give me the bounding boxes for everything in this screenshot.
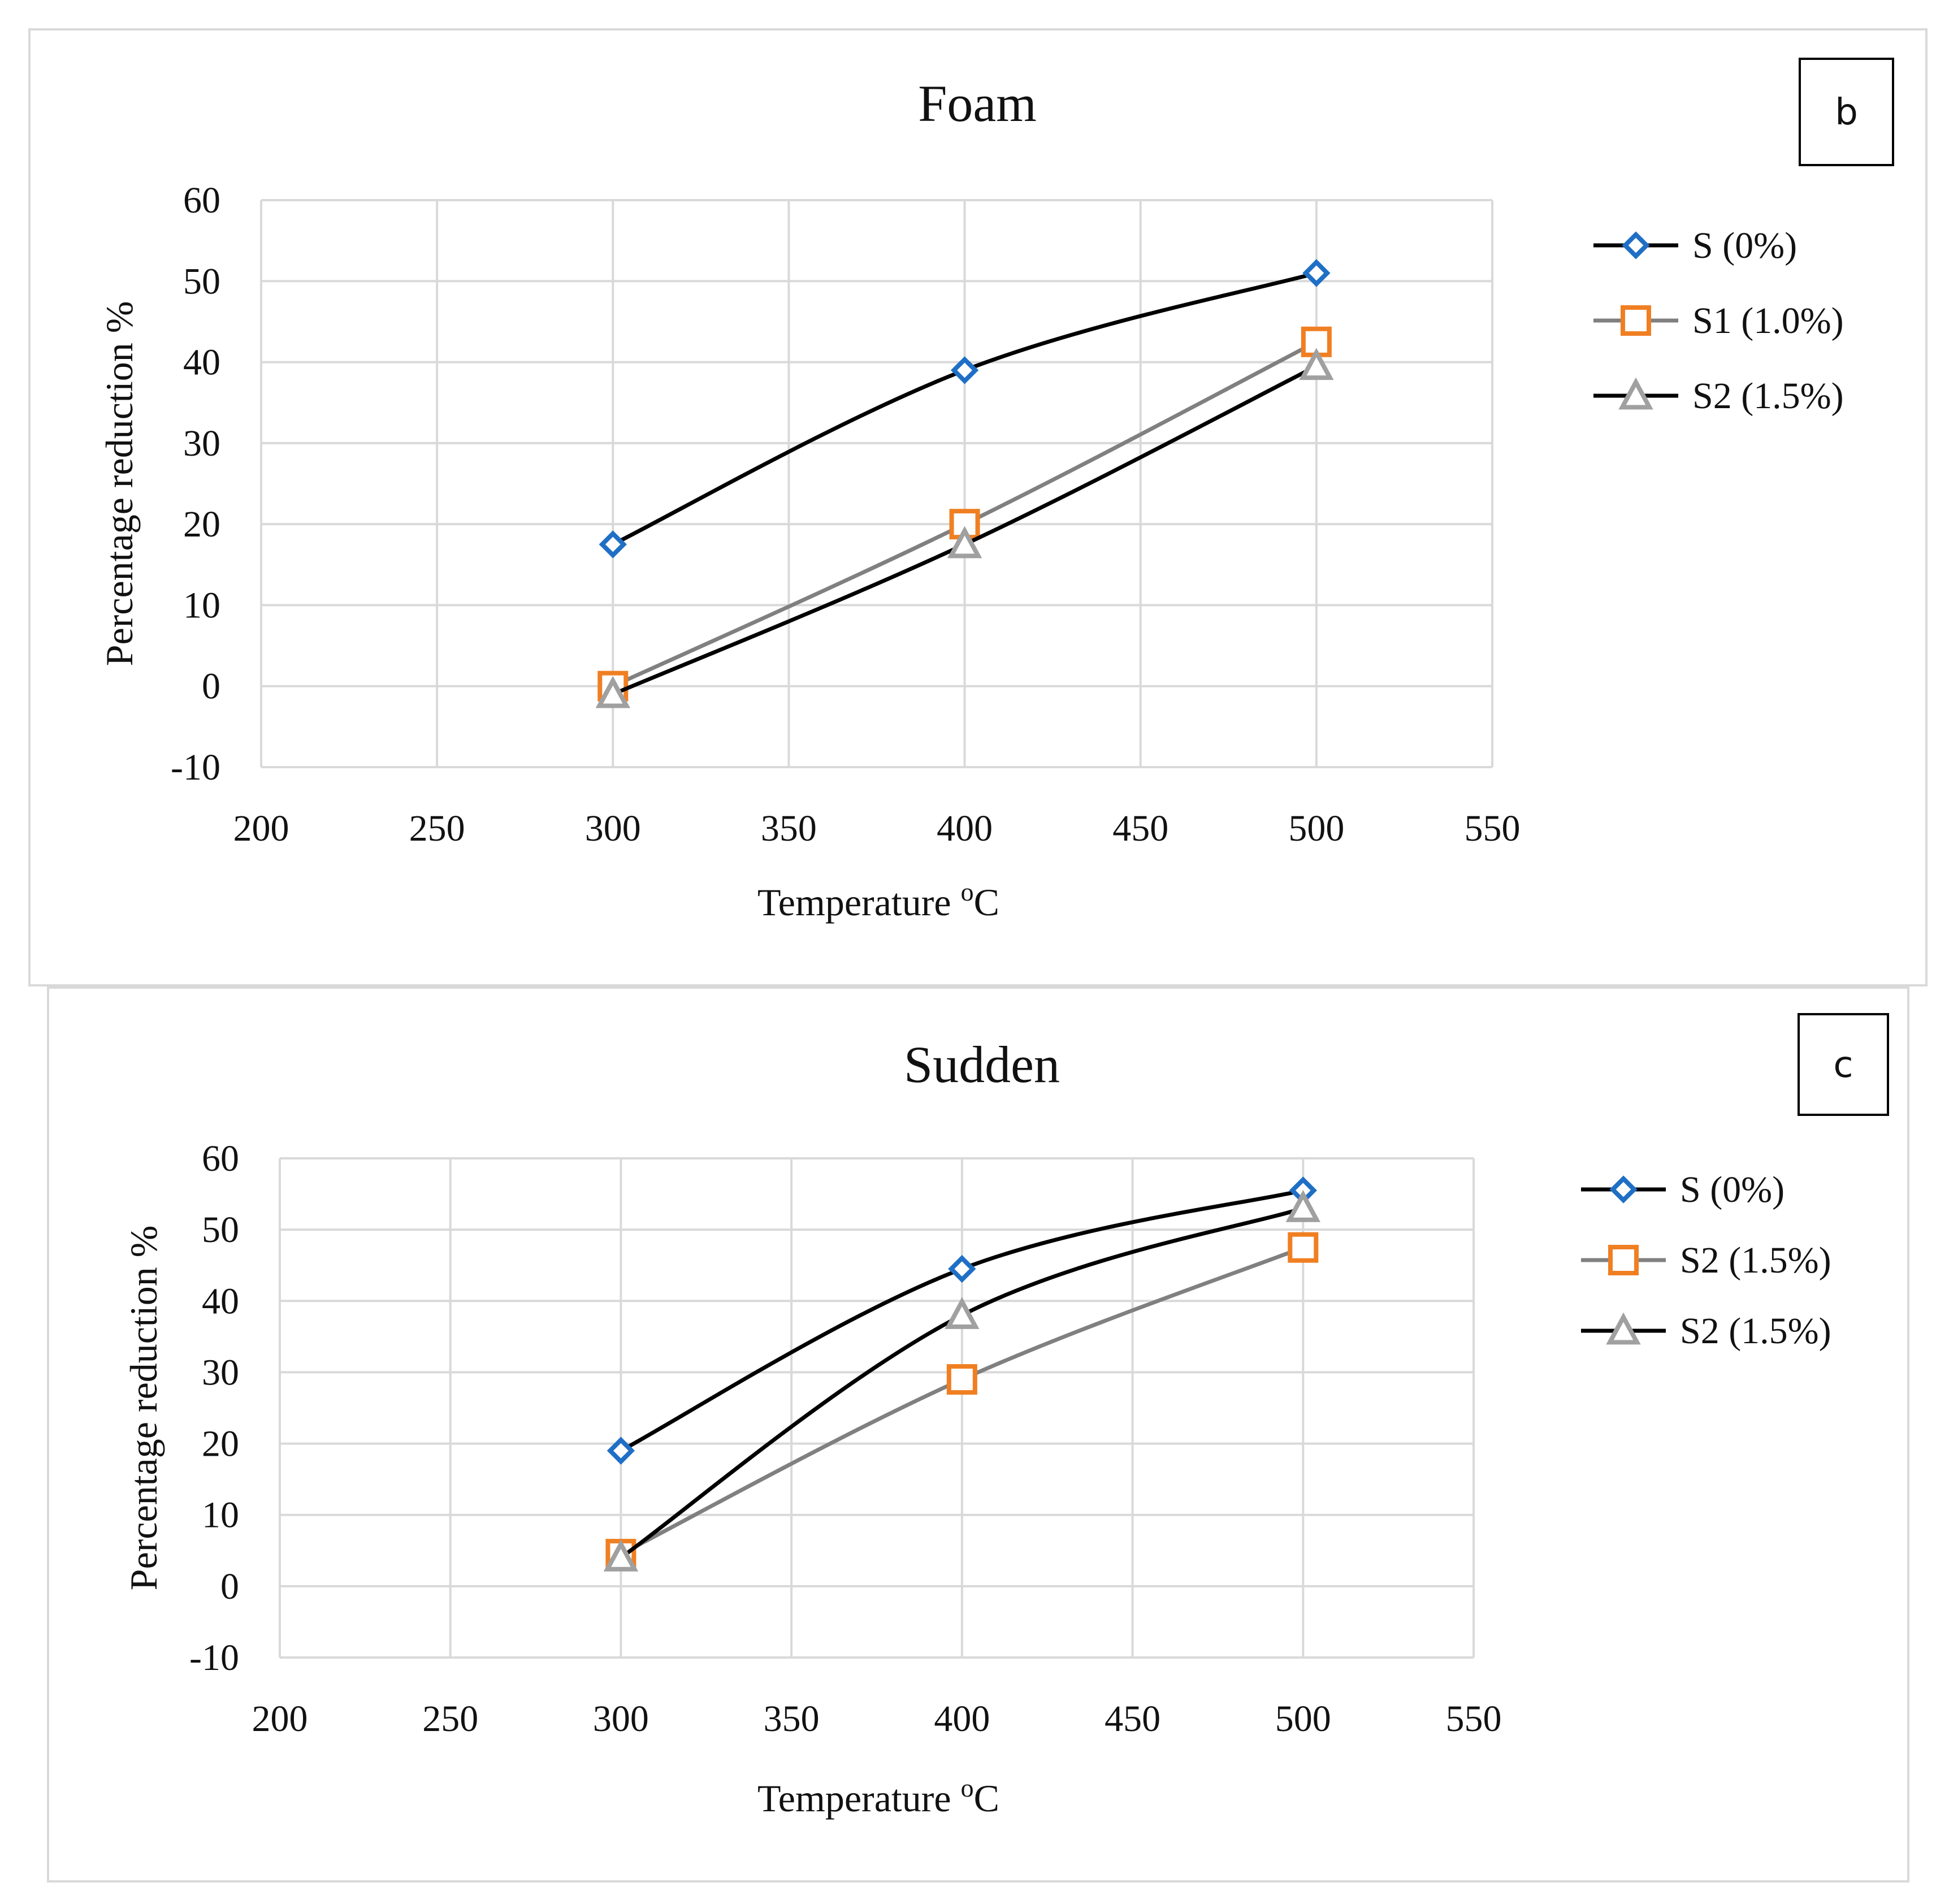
panel-tag-box <box>1798 1013 1889 1116</box>
y-tick-label: 30 <box>183 423 220 464</box>
y-tick-label: 50 <box>183 261 220 302</box>
legend-label: S1 (1.0%) <box>1692 300 1844 341</box>
y-axis-label: Percentage reduction % <box>122 1226 165 1591</box>
legend-marker <box>1618 377 1653 410</box>
data-point <box>950 356 979 384</box>
grid-lines <box>260 199 1493 768</box>
x-axis-label-unit: C <box>974 1777 999 1820</box>
x-axis-label-unit: C <box>974 881 999 924</box>
y-tick-label: -10 <box>189 1637 239 1678</box>
legend-marker <box>1606 1312 1641 1345</box>
legend-label: S2 (1.5%) <box>1680 1240 1831 1281</box>
data-point <box>595 676 630 708</box>
foam-chart: Foam b 200 250 300 350 400 450 500 550 -10 0 10 20 30 4… <box>98 58 1894 924</box>
data-point <box>1299 348 1334 380</box>
legend-marker <box>1621 305 1651 336</box>
y-tick-label: 10 <box>183 585 220 626</box>
x-tick-label: 450 <box>1105 1698 1160 1739</box>
chart-title: Foam <box>918 75 1037 132</box>
data-point <box>607 1436 635 1465</box>
data-point <box>1285 1189 1320 1222</box>
legend-marker <box>1608 1245 1639 1275</box>
y-tick-label: 60 <box>183 180 220 221</box>
panel-tag-label: c <box>1833 1044 1853 1086</box>
data-point <box>1288 1232 1319 1263</box>
legend-marker <box>1609 1175 1638 1204</box>
x-tick-label: 350 <box>761 808 817 849</box>
x-tick-label: 350 <box>764 1698 820 1739</box>
x-tick-label: 400 <box>937 808 993 849</box>
x-tick-label: 200 <box>252 1698 308 1739</box>
legend-marker <box>1622 231 1650 259</box>
y-tick-label: 60 <box>202 1138 239 1179</box>
series-1 <box>599 259 1331 559</box>
y-tick-label: 30 <box>202 1352 239 1393</box>
legend-label: S2 (1.5%) <box>1692 375 1844 417</box>
grid-lines <box>279 1157 1475 1659</box>
y-tick-label: 50 <box>202 1209 239 1250</box>
legend-label: S2 (1.5%) <box>1680 1310 1831 1352</box>
series-3 <box>603 1189 1320 1572</box>
x-axis-label: Temperature oC <box>757 1773 999 1820</box>
y-tick-label: 20 <box>202 1423 239 1465</box>
x-tick-label: 550 <box>1465 808 1521 849</box>
series-3 <box>595 348 1334 708</box>
y-tick-label: 0 <box>220 1566 239 1607</box>
x-tick-label: 450 <box>1112 808 1168 849</box>
x-tick-label: 500 <box>1275 1698 1331 1739</box>
x-tick-label: 500 <box>1288 808 1344 849</box>
x-tick-label: 300 <box>585 808 641 849</box>
x-axis-label-text: Temperature <box>757 881 961 924</box>
y-tick-label: 40 <box>183 342 220 383</box>
data-point <box>947 526 982 559</box>
chart-title: Sudden <box>904 1036 1060 1093</box>
x-tick-label: 250 <box>422 1698 478 1739</box>
legend-label: S (0%) <box>1680 1169 1785 1210</box>
y-tick-label: -10 <box>171 747 220 788</box>
data-point <box>945 1297 980 1329</box>
x-tick-label: 400 <box>934 1698 990 1739</box>
panel-tag-label: b <box>1835 92 1858 133</box>
data-point <box>1302 259 1331 287</box>
x-axis-label-superscript: o <box>961 1773 974 1802</box>
data-point <box>603 1539 639 1572</box>
chart-panel-foam: Foam b 200 250 300 350 400 450 500 550 -10 0 10 20 30 4… <box>28 28 1928 986</box>
chart-panel-sudden: Sudden c 200 250 300 350 400 450 500 550 -10 0 10 20 3… <box>47 986 1909 1883</box>
x-axis-label: Temperature oC <box>757 877 999 924</box>
x-tick-label: 550 <box>1446 1698 1502 1739</box>
y-axis-label: Percentage reduction % <box>98 301 141 667</box>
y-tick-label: 20 <box>183 504 220 545</box>
x-tick-label: 300 <box>593 1698 649 1739</box>
panel-tag-box <box>1799 58 1894 166</box>
y-tick-label: 0 <box>202 666 220 707</box>
y-tick-label: 10 <box>202 1495 239 1536</box>
y-tick-label: 40 <box>202 1280 239 1322</box>
data-point <box>599 530 627 559</box>
x-tick-label: 200 <box>233 808 289 849</box>
x-axis-label-superscript: o <box>961 877 974 906</box>
x-axis-label-text: Temperature <box>757 1777 961 1820</box>
sudden-chart: Sudden c 200 250 300 350 400 450 500 550 -10 0 10 20 3… <box>122 1013 1889 1820</box>
x-tick-label: 250 <box>409 808 465 849</box>
data-point <box>946 1364 977 1395</box>
legend-label: S (0%) <box>1692 225 1797 266</box>
data-point <box>948 1254 976 1283</box>
